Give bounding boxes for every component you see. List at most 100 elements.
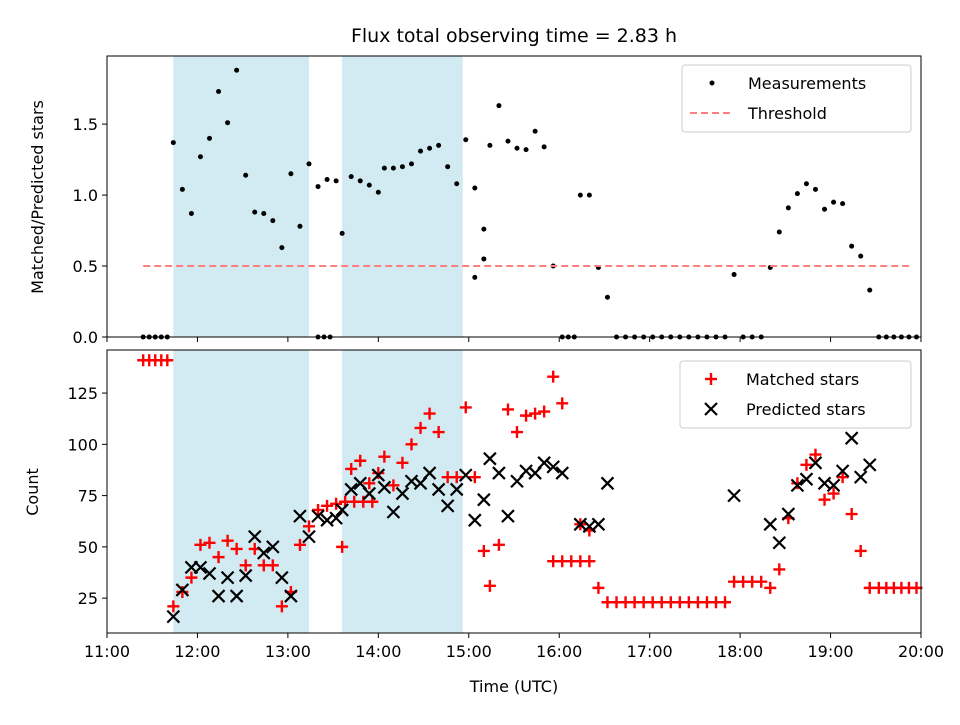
measurement-point xyxy=(454,181,460,187)
legend-threshold-label: Threshold xyxy=(747,104,827,123)
top-x-ticks xyxy=(106,337,922,342)
measurement-point xyxy=(812,186,818,192)
legend-measurements-label: Measurements xyxy=(748,74,866,93)
shaded-interval-1 xyxy=(173,56,309,337)
predicted-star-point xyxy=(727,488,741,503)
predicted-star-point xyxy=(229,589,244,603)
predicted-star-point xyxy=(781,507,796,521)
matched-star-point xyxy=(185,571,198,584)
x-tick-label: 18:00 xyxy=(717,642,763,661)
predicted-star-point xyxy=(555,466,570,480)
legend-predicted-label: Predicted stars xyxy=(746,400,866,419)
measurement-point xyxy=(270,218,276,224)
x-axis-label: Time (UTC) xyxy=(469,677,558,696)
predicted-star-point xyxy=(600,476,615,491)
matched-star-point xyxy=(372,467,385,480)
measurement-point xyxy=(333,178,339,184)
predicted-star-point xyxy=(284,589,298,603)
predicted-star-point xyxy=(275,570,289,585)
measurement-point xyxy=(197,154,203,160)
legend-matched-marker xyxy=(705,373,717,385)
matched-star-point xyxy=(511,426,524,439)
matched-star-point xyxy=(468,471,481,484)
bottom-legend-box xyxy=(679,360,912,429)
y-tick-label: 75 xyxy=(78,487,98,506)
y-tick-label: 125 xyxy=(67,384,98,403)
shaded-interval-2 xyxy=(342,56,463,337)
x-tick-label: 15:00 xyxy=(446,642,492,661)
matched-star-point xyxy=(800,458,813,471)
matched-star-point xyxy=(845,508,858,521)
legend-measurements-marker xyxy=(709,80,715,86)
matched-star-point xyxy=(230,542,243,555)
matched-star-point xyxy=(363,477,376,490)
measurement-point xyxy=(505,138,511,144)
measurement-point xyxy=(731,272,737,278)
measurement-point xyxy=(188,211,194,217)
legend-predicted-marker xyxy=(704,402,718,416)
predicted-star-point xyxy=(175,583,190,597)
measurement-point xyxy=(586,192,592,198)
measurement-point xyxy=(339,230,345,236)
top-panel: 0.0 0.5 1.0 1.5 Matched/Predicted stars Mea… xyxy=(28,55,922,347)
matched-star-point xyxy=(501,403,514,416)
matched-star-point xyxy=(529,407,542,420)
matched-star-point xyxy=(432,426,445,439)
top-data-marks xyxy=(140,67,919,340)
y-tick-label: 25 xyxy=(78,589,98,608)
predicted-star-point xyxy=(537,456,551,470)
matched-star-point xyxy=(583,555,596,568)
matched-star-point xyxy=(396,456,409,469)
top-axes-frame xyxy=(106,55,922,338)
matched-star-point xyxy=(818,493,831,506)
matched-star-point xyxy=(538,405,551,418)
measurement-point xyxy=(390,165,396,171)
measurement-point xyxy=(822,206,828,212)
bottom-y-axis-label: Count xyxy=(23,468,42,516)
measurement-point xyxy=(858,253,864,259)
measurement-point xyxy=(279,245,285,251)
measurement-point xyxy=(831,199,837,205)
measurement-point xyxy=(357,178,363,184)
matched-star-point xyxy=(836,471,849,484)
y-tick-label: 0.5 xyxy=(73,257,98,276)
predicted-star-point xyxy=(546,460,560,474)
matched-star-point xyxy=(321,499,334,512)
x-tick-label: 16:00 xyxy=(536,642,582,661)
predicted-star-point xyxy=(166,609,181,624)
top-y-axis-label: Matched/Predicted stars xyxy=(28,100,47,294)
x-tick-label: 13:00 xyxy=(265,642,311,661)
matched-star-point xyxy=(809,448,822,461)
measurement-point xyxy=(381,165,387,171)
predicted-star-point xyxy=(311,509,325,523)
measurement-point xyxy=(408,161,414,167)
measurement-point xyxy=(315,184,321,190)
matched-star-point xyxy=(483,579,496,592)
matched-star-point xyxy=(423,407,436,420)
legend-matched-label: Matched stars xyxy=(746,370,859,389)
measurement-point xyxy=(297,223,303,229)
measurement-point xyxy=(261,211,267,217)
measurement-point xyxy=(514,145,520,151)
bottom-y-ticks: 25 50 75 100 125 xyxy=(67,384,107,608)
predicted-star-point xyxy=(835,464,850,478)
measurement-point xyxy=(348,174,354,180)
bottom-axes-frame xyxy=(106,349,922,634)
x-tick-label: 12:00 xyxy=(174,642,220,661)
measurement-point xyxy=(170,140,176,146)
predicted-star-point xyxy=(468,513,482,527)
measurement-point xyxy=(541,144,547,150)
predicted-star-point xyxy=(302,529,316,544)
measurement-point xyxy=(867,287,873,293)
measurement-point xyxy=(532,128,538,134)
measurement-point xyxy=(436,142,442,148)
predicted-star-point xyxy=(211,589,226,603)
matched-star-point xyxy=(330,497,343,510)
measurement-point xyxy=(418,148,424,154)
matched-star-point xyxy=(910,581,923,594)
x-tick-label: 19:00 xyxy=(808,642,854,661)
measurement-point xyxy=(243,172,249,178)
y-tick-label: 1.0 xyxy=(73,186,98,205)
measurement-point xyxy=(399,164,405,170)
